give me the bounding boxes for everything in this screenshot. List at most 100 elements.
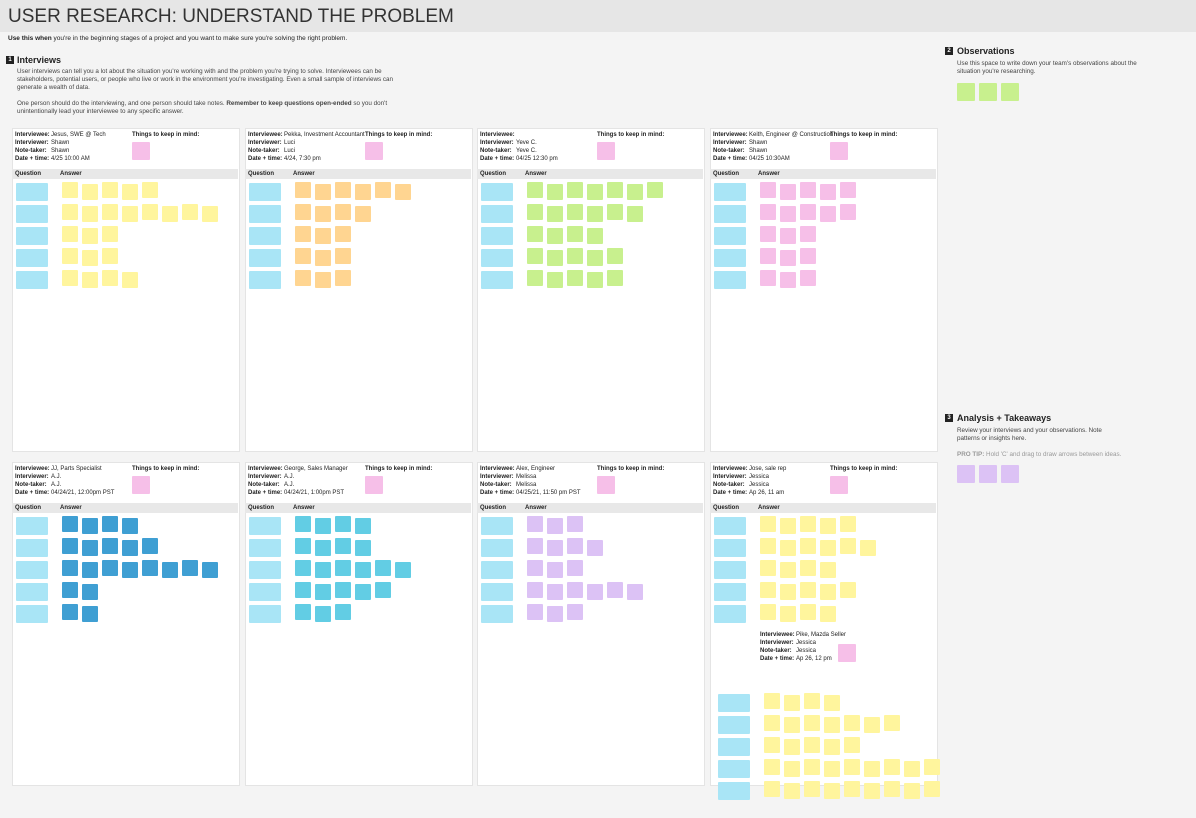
sticky-note <box>202 562 218 578</box>
sticky-note <box>587 206 603 222</box>
sticky-note <box>627 184 643 200</box>
question-cell <box>249 249 281 267</box>
sticky-note <box>567 582 583 598</box>
sticky-note <box>924 781 940 797</box>
sticky-note <box>335 604 351 620</box>
sticky-note <box>800 248 816 264</box>
sticky-note <box>335 270 351 286</box>
subtitle-bold: Use this when <box>8 35 52 42</box>
field-value: Yeve C. <box>516 140 537 146</box>
subtitle-text: you're in the beginning stages of a proj… <box>51 35 348 42</box>
question-cell <box>718 694 750 712</box>
sticky-note <box>315 540 331 556</box>
sticky-note <box>335 226 351 242</box>
sticky-note <box>547 250 563 266</box>
sticky-note <box>395 562 411 578</box>
sticky-note <box>102 226 118 242</box>
sticky-note <box>527 226 543 242</box>
question-cell <box>481 271 513 289</box>
keep-in-mind-label: Things to keep in mind: <box>597 132 665 138</box>
sticky-note <box>567 204 583 220</box>
table-header <box>245 503 471 513</box>
sticky-note <box>1001 465 1019 483</box>
column-label: Answer <box>758 505 780 511</box>
sticky-note <box>760 516 776 532</box>
sticky-note <box>567 560 583 576</box>
sticky-note <box>295 582 311 598</box>
field-label: Interviewer: <box>480 140 514 146</box>
sticky-note <box>567 516 583 532</box>
interview-panel <box>477 462 705 786</box>
sticky-note <box>587 228 603 244</box>
sticky-note <box>764 715 780 731</box>
sticky-note <box>142 538 158 554</box>
sticky-note <box>82 584 98 600</box>
question-cell <box>714 271 746 289</box>
sticky-note <box>122 206 138 222</box>
column-label: Question <box>15 171 42 177</box>
sticky-note <box>780 540 796 556</box>
sticky-note <box>784 783 800 799</box>
sticky-note <box>820 540 836 556</box>
sticky-note <box>315 228 331 244</box>
section-title: Analysis + Takeaways <box>957 413 1052 423</box>
sticky-note <box>780 184 796 200</box>
question-cell <box>718 716 750 734</box>
sticky-note <box>162 206 178 222</box>
question-cell <box>481 205 513 223</box>
sticky-note <box>82 228 98 244</box>
sticky-note <box>102 204 118 220</box>
field-value: Shawn <box>51 148 70 154</box>
question-cell <box>249 227 281 245</box>
sticky-note <box>844 759 860 775</box>
sticky-note <box>587 584 603 600</box>
section-title: Observations <box>957 46 1015 56</box>
table-header <box>12 169 238 179</box>
sticky-note <box>62 270 78 286</box>
sticky-note <box>527 204 543 220</box>
sticky-note <box>527 270 543 286</box>
sticky-note <box>647 182 663 198</box>
sticky-note <box>800 538 816 554</box>
sticky-note <box>122 562 138 578</box>
field-label: Note-taker: <box>713 148 745 154</box>
sticky-note <box>780 606 796 622</box>
sticky-note <box>62 582 78 598</box>
field-value: 04/25 10:30AM <box>749 156 790 162</box>
field-label: Interviewer: <box>713 140 747 146</box>
sticky-note <box>820 562 836 578</box>
pro-tip-text: Hold 'C' and drag to draw arrows between… <box>986 451 1122 458</box>
sticky-note <box>884 759 900 775</box>
question-cell <box>16 227 48 245</box>
field-value: Jesus, SWE @ Tech <box>51 132 106 138</box>
text-bold: Remember to keep questions open-ended <box>226 100 352 107</box>
sticky-note <box>142 182 158 198</box>
question-cell <box>481 539 513 557</box>
sticky-note <box>820 584 836 600</box>
question-cell <box>714 249 746 267</box>
sticky-note <box>800 182 816 198</box>
sticky-note <box>527 560 543 576</box>
column-label: Question <box>248 505 275 511</box>
header-bar <box>0 0 1196 32</box>
field-label: Interviewee: <box>248 466 283 472</box>
paragraph: User interviews can tell you a lot about… <box>17 68 394 91</box>
question-cell <box>16 605 48 623</box>
sticky-note <box>804 693 820 709</box>
sticky-note <box>760 582 776 598</box>
question-cell <box>718 760 750 778</box>
field-label: Date + time: <box>15 156 50 162</box>
sticky-note <box>82 518 98 534</box>
sticky-note <box>122 518 138 534</box>
sticky-note <box>800 582 816 598</box>
sticky-note <box>904 761 920 777</box>
sticky-note <box>1001 83 1019 101</box>
question-cell <box>481 517 513 535</box>
paragraph: Review your interviews and your observat… <box>957 427 1102 442</box>
sticky-note <box>884 715 900 731</box>
sticky-note <box>102 270 118 286</box>
sticky-note <box>760 226 776 242</box>
sticky-note <box>132 142 150 160</box>
keep-in-mind-label: Things to keep in mind: <box>132 466 200 472</box>
